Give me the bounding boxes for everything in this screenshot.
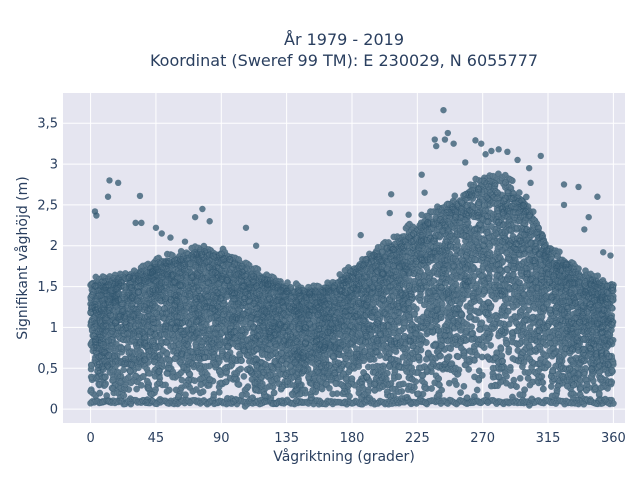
data-point [575,183,582,191]
data-point [537,152,544,160]
y-tick-label: 1,5 [37,280,58,295]
data-point [560,181,568,188]
data-point [444,129,452,137]
data-point [488,147,495,155]
y-tick-label: 2 [50,239,58,254]
data-point [93,212,100,219]
y-tick-label: 0 [50,403,58,418]
data-point [138,219,145,227]
x-tick-label: 180 [340,431,365,446]
data-point [431,136,438,143]
data-point [357,231,364,239]
data-point [421,189,428,196]
y-tick-label: 3 [50,158,58,173]
data-point [106,177,113,184]
y-axis-ticks: 0 0,5 1 1,5 2 2,5 3 3,5 [37,117,58,418]
y-tick-label: 3,5 [37,117,58,132]
data-point [440,106,447,114]
y-tick-label: 2,5 [37,198,58,213]
x-tick-label: 90 [213,431,230,446]
data-point [472,137,479,144]
x-tick-label: 0 [86,431,94,446]
data-points [87,106,617,410]
data-point [433,142,440,150]
data-point [525,164,533,172]
data-point [252,242,260,249]
data-point [181,238,189,245]
y-axis-title: Signifikant våghöjd (m) [14,176,31,339]
x-tick-label: 315 [536,431,561,446]
chart-title-line-2: Koordinat (Sweref 99 TM): E 230029, N 60… [150,51,538,70]
data-point [581,226,588,233]
data-point [462,159,469,166]
x-tick-label: 135 [274,431,299,446]
x-axis-title: Vågriktning (grader) [273,448,415,465]
x-axis-ticks: 0 45 90 135 180 225 270 315 360 [86,431,625,446]
data-point [136,192,144,200]
point-cloud [87,170,617,410]
data-point [514,156,521,164]
data-point [167,234,174,241]
y-tick-label: 1 [50,321,58,336]
chart-title-line-1: År 1979 - 2019 [284,30,404,49]
data-point [104,193,112,200]
data-point [527,179,534,187]
data-point [191,213,199,221]
data-point [441,136,449,143]
data-point [585,213,592,221]
data-point [594,193,601,200]
data-point [607,252,614,259]
data-point [387,191,395,198]
data-point [158,230,165,237]
x-tick-label: 270 [470,431,495,446]
data-point [600,249,607,256]
y-tick-label: 0,5 [37,362,58,377]
data-point [478,140,485,147]
data-point [504,148,511,156]
data-point [199,205,206,213]
data-point [418,171,425,178]
data-point [450,140,457,147]
x-tick-label: 45 [148,431,165,446]
data-point [482,151,489,158]
data-point [132,219,139,227]
data-point [405,211,412,218]
data-point [386,209,393,217]
data-point [495,146,502,153]
data-point [206,218,213,225]
x-tick-label: 360 [601,431,626,446]
data-point [560,201,568,209]
data-point [242,224,250,231]
x-tick-label: 225 [405,431,430,446]
data-point [152,224,160,231]
chart-title: År 1979 - 2019 Koordinat (Sweref 99 TM):… [150,30,538,70]
data-point [114,179,122,187]
